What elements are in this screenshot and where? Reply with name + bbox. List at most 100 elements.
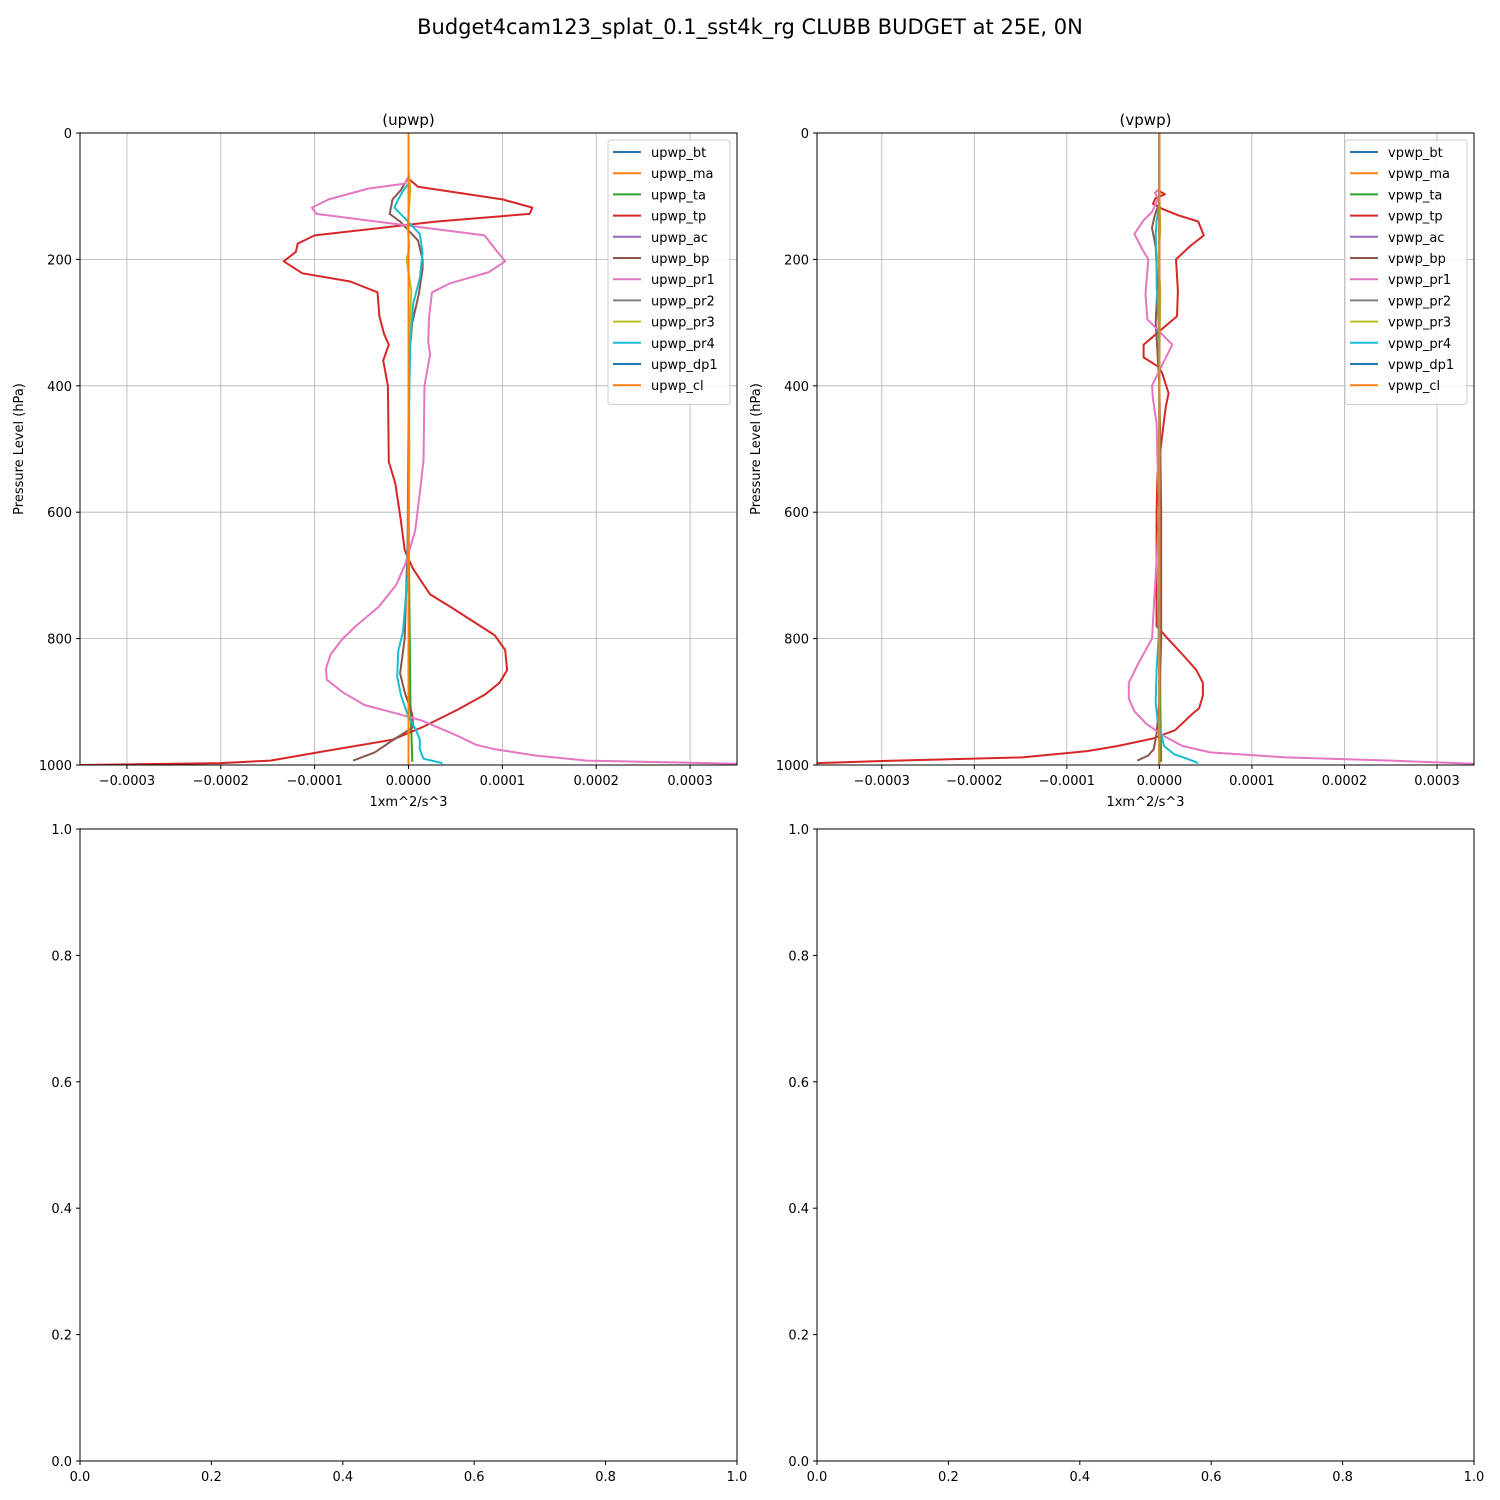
legend-box — [1344, 139, 1468, 405]
y-tick-label: 1000 — [39, 759, 72, 774]
legend-entry: vpwp_pr2 — [1388, 294, 1451, 309]
axes-frame — [79, 828, 738, 1462]
y-tick-label: 0.8 — [788, 949, 809, 964]
x-tick-label: 1.0 — [727, 1470, 748, 1485]
x-tick-label: 0.6 — [464, 1470, 485, 1485]
legend-entry: vpwp_pr3 — [1388, 316, 1451, 331]
series-line-upwp_pr1 — [310, 133, 737, 765]
x-tick-label: 0.6 — [1201, 1470, 1222, 1485]
x-tick-label: 0.0000 — [386, 774, 432, 789]
axes-frame — [816, 828, 1475, 1462]
x-tick-label: −0.0003 — [854, 774, 910, 789]
y-tick-label: 0.4 — [788, 1202, 809, 1217]
subplot-4: 0.0 0.2 0.4 0.6 0.8 1.0 0.0 0.2 0.4 0.6 0.8 1.0 — [788, 823, 1484, 1485]
series-line-vpwp_tp — [817, 133, 1205, 765]
x-axis-label: 1xm^2/s^3 — [1106, 795, 1184, 810]
legend-entry: upwp_bp — [651, 252, 709, 267]
legend-entry: upwp_tp — [651, 210, 706, 225]
legend-entry: upwp_ac — [651, 231, 708, 246]
legend-entry: vpwp_bp — [1388, 252, 1446, 267]
x-tick-label: −0.0003 — [99, 774, 155, 789]
x-tick-label: 0.0003 — [667, 774, 713, 789]
y-tick-label: 0.4 — [51, 1202, 72, 1217]
legend-entry: upwp_ta — [651, 188, 706, 203]
y-axis-label: Pressure Level (hPa) — [749, 383, 764, 515]
x-tick-label: 0.0002 — [573, 774, 619, 789]
y-tick-label: 800 — [784, 633, 809, 648]
series-lines — [80, 133, 737, 765]
series-line-vpwp_pr1 — [1127, 133, 1474, 765]
legend-entry: vpwp_bt — [1388, 146, 1443, 161]
legend-entry: upwp_bt — [651, 146, 706, 161]
figure-title: Budget4cam123_splat_0.1_sst4k_rg CLUBB B… — [417, 15, 1083, 39]
legend-entry: upwp_pr1 — [651, 273, 715, 288]
legend-entry: upwp_pr4 — [651, 337, 715, 352]
plot-area — [817, 829, 1474, 1461]
y-tick-label: 200 — [784, 253, 809, 268]
subplot-title: (vpwp) — [1120, 111, 1172, 129]
x-tick-label: −0.0001 — [286, 774, 342, 789]
y-axis-label: Pressure Level (hPa) — [12, 383, 27, 515]
legend: vpwp_bt vpwp_ma vpwp_ta vpwp_tp vpwp_ac vpwp_… — [1344, 139, 1468, 405]
y-tick-label: 1.0 — [51, 823, 72, 838]
subplot-3: 0.0 0.2 0.4 0.6 0.8 1.0 0.0 0.2 0.4 0.6 0.8 1.0 — [51, 823, 747, 1485]
legend-entry: upwp_pr2 — [651, 294, 715, 309]
x-tick-label: 0.4 — [1069, 1470, 1090, 1485]
y-tick-label: 400 — [47, 380, 72, 395]
x-tick-label: 0.4 — [332, 1470, 353, 1485]
legend-entry: upwp_pr3 — [651, 316, 715, 331]
y-tick-label: 0.0 — [51, 1455, 72, 1470]
plot-area — [80, 829, 737, 1461]
legend-entry: vpwp_ac — [1388, 231, 1444, 246]
series-lines — [817, 133, 1474, 765]
x-tick-label: 0.0001 — [1229, 774, 1275, 789]
x-tick-label: 0.0000 — [1137, 774, 1183, 789]
legend-entry: vpwp_pr4 — [1388, 337, 1451, 352]
x-tick-label: 0.0001 — [480, 774, 526, 789]
y-tick-label: 1000 — [776, 759, 809, 774]
legend-entry: upwp_ma — [651, 167, 714, 182]
legend-entry: vpwp_dp1 — [1388, 358, 1454, 373]
x-tick-label: −0.0002 — [193, 774, 249, 789]
subplot-2: −0.0003 −0.0002 −0.0001 0.0000 0.0001 0.0002 0… — [749, 111, 1475, 810]
legend-entry: vpwp_tp — [1388, 210, 1443, 225]
y-tick-label: 0 — [801, 127, 809, 142]
series-line-upwp_tp — [80, 133, 534, 765]
y-tick-label: 1.0 — [788, 823, 809, 838]
x-tick-label: 0.0002 — [1322, 774, 1368, 789]
x-tick-label: 0.8 — [1332, 1470, 1353, 1485]
y-tick-label: 0 — [64, 127, 72, 142]
legend-box — [607, 139, 731, 405]
axes-frame — [816, 132, 1475, 766]
legend-entry: vpwp_cl — [1388, 379, 1440, 394]
x-tick-label: 0.0 — [70, 1470, 91, 1485]
y-tick-label: 0.6 — [788, 1076, 809, 1091]
subplot-1: −0.0003 −0.0002 −0.0001 0.0000 0.0001 0.0002 0… — [12, 111, 738, 810]
x-tick-label: 0.2 — [201, 1470, 222, 1485]
y-tick-label: 800 — [47, 633, 72, 648]
x-tick-label: 0.0 — [807, 1470, 828, 1485]
x-tick-label: 0.0003 — [1414, 774, 1460, 789]
x-axis-label: 1xm^2/s^3 — [369, 795, 447, 810]
legend-entry: vpwp_pr1 — [1388, 273, 1451, 288]
x-tick-label: −0.0002 — [946, 774, 1002, 789]
legend-entry: upwp_cl — [651, 379, 704, 394]
legend-entry: vpwp_ma — [1388, 167, 1450, 182]
x-tick-label: 0.8 — [595, 1470, 616, 1485]
subplot-title: (upwp) — [382, 111, 435, 129]
y-tick-label: 600 — [47, 506, 72, 521]
y-tick-label: 0.8 — [51, 949, 72, 964]
legend-entry: upwp_dp1 — [651, 358, 718, 373]
legend: upwp_bt upwp_ma upwp_ta upwp_tp upwp_ac upwp_… — [607, 139, 731, 405]
x-tick-label: 1.0 — [1464, 1470, 1485, 1485]
y-tick-label: 0.2 — [788, 1329, 809, 1344]
y-tick-label: 0.6 — [51, 1076, 72, 1091]
x-tick-label: −0.0001 — [1039, 774, 1095, 789]
y-tick-label: 200 — [47, 253, 72, 268]
legend-entry: vpwp_ta — [1388, 188, 1442, 203]
y-tick-label: 400 — [784, 380, 809, 395]
y-tick-label: 0.2 — [51, 1329, 72, 1344]
y-tick-label: 600 — [784, 506, 809, 521]
y-tick-label: 0.0 — [788, 1455, 809, 1470]
